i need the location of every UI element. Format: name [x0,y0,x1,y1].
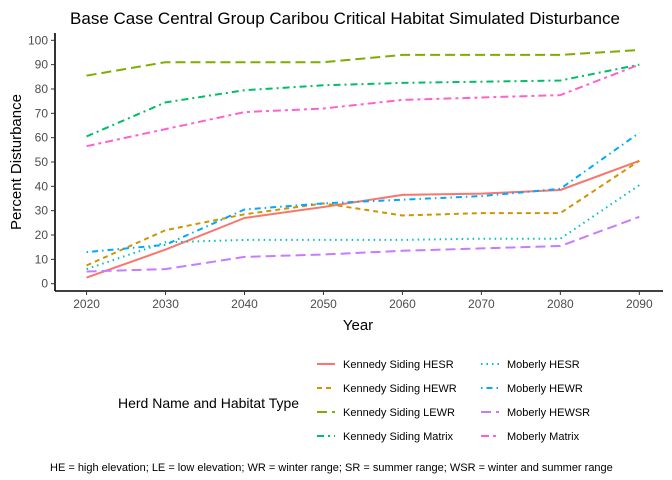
legend-label-6: Moberly HEWR [507,383,583,395]
legend-label-2: Kennedy Siding HEWR [343,383,457,395]
x-tick-label: 2090 [626,297,653,311]
y-tick-label: 0 [41,277,48,291]
series-line-7 [86,215,640,273]
legend-label-3: Kennedy Siding LEWR [343,407,455,419]
x-tick-label: 2050 [310,297,337,311]
series-line-5 [86,184,640,271]
legend-label-5: Moberly HESR [507,359,580,371]
legend-title: Herd Name and Habitat Type [118,395,299,411]
chart-caption: HE = high elevation; LE = low elevation;… [50,462,613,474]
y-axis-title: Percent Disturbance [8,94,25,230]
y-tick-label: 40 [35,179,49,193]
y-tick-label: 10 [35,252,49,266]
x-tick-label: 2030 [152,297,179,311]
legend-label-1: Kennedy Siding HESR [343,359,454,371]
y-tick-label: 80 [35,82,49,96]
legend: Herd Name and Habitat Type Kennedy Sidin… [118,359,590,443]
series-line-1 [86,159,640,279]
y-tick-label: 70 [35,106,49,120]
series-line-4 [86,63,640,138]
legend-label-8: Moberly Matrix [507,431,580,443]
chart-title: Base Case Central Group Caribou Critical… [70,9,620,28]
x-ticks: 2020 2030 2040 2050 2060 2070 2080 2090 [73,291,653,311]
series-lines [86,49,640,279]
x-tick-label: 2040 [231,297,258,311]
x-tick-label: 2020 [73,297,100,311]
legend-label-7: Moberly HEWSR [507,407,590,419]
series-line-6 [86,131,640,254]
series-line-3 [86,49,640,77]
y-tick-label: 90 [35,58,49,72]
y-tick-label: 60 [35,131,49,145]
legend-items: Kennedy Siding HESR Kennedy Siding HEWR Ke… [317,359,590,443]
x-tick-label: 2070 [468,297,495,311]
x-tick-label: 2060 [389,297,416,311]
y-tick-label: 50 [35,155,49,169]
x-axis-title: Year [343,317,373,334]
y-ticks: 0 10 20 30 40 50 60 70 80 90 100 [28,33,55,291]
y-tick-label: 30 [35,204,49,218]
y-tick-label: 20 [35,228,49,242]
legend-label-4: Kennedy Siding Matrix [343,431,454,443]
y-tick-label: 100 [28,33,48,47]
series-line-8 [86,63,640,148]
series-line-2 [86,159,640,267]
x-tick-label: 2080 [547,297,574,311]
